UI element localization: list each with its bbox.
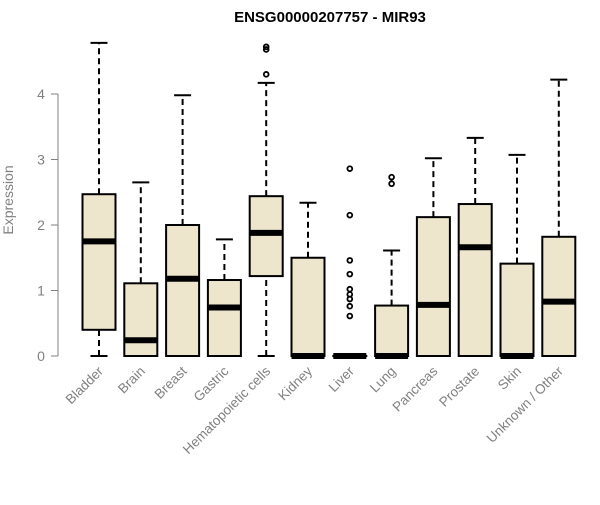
chart-title: ENSG00000207757 - MIR93	[234, 9, 426, 26]
outlier-point	[347, 272, 352, 277]
box-hematopoietic-cells	[250, 44, 283, 356]
box-body	[208, 280, 241, 356]
x-tick-label: Breast	[152, 363, 190, 401]
box-liver	[333, 166, 366, 356]
box-body	[250, 196, 283, 276]
x-tick-label: Skin	[495, 364, 524, 393]
x-tick-label: Lung	[367, 364, 399, 396]
x-tick-label: Pancreas	[390, 363, 441, 414]
y-tick-label-1: 1	[37, 283, 45, 299]
outlier-point	[347, 258, 352, 263]
box-body	[501, 264, 534, 356]
box-body	[417, 217, 450, 356]
outlier-point	[264, 72, 269, 77]
box-breast	[166, 95, 199, 356]
outlier-point	[389, 175, 394, 180]
y-tick-label-2: 2	[37, 217, 45, 233]
box-unknown-other	[542, 80, 575, 356]
box-lung	[375, 175, 408, 356]
outlier-point	[347, 287, 352, 292]
box-body	[83, 194, 116, 330]
box-kidney	[292, 203, 325, 356]
y-tick-label-3: 3	[37, 152, 45, 168]
outlier-point	[347, 292, 352, 297]
box-body	[124, 283, 157, 356]
box-body	[292, 258, 325, 356]
x-tick-label: Unknown / Other	[484, 363, 567, 446]
x-tick-label: Prostate	[436, 364, 482, 410]
box-gastric	[208, 239, 241, 356]
outlier-point	[347, 213, 352, 218]
box-prostate	[459, 138, 492, 356]
y-tick-label-0: 0	[37, 348, 45, 364]
x-tick-label: Brain	[115, 364, 148, 397]
x-tick-label: Gastric	[191, 363, 232, 404]
box-body	[166, 225, 199, 356]
box-body	[375, 306, 408, 356]
box-pancreas	[417, 158, 450, 356]
x-tick-label: Bladder	[63, 363, 107, 407]
x-tick-label: Kidney	[275, 363, 315, 403]
boxes-group	[83, 43, 576, 356]
outlier-point	[347, 304, 352, 309]
y-tick-label-4: 4	[37, 86, 45, 102]
box-brain	[124, 182, 157, 356]
box-bladder	[83, 43, 116, 356]
y-axis-label: Expression	[0, 165, 16, 234]
x-tick-label: Liver	[326, 363, 358, 395]
outlier-point	[389, 181, 394, 186]
outlier-point	[347, 314, 352, 319]
y-axis: 0 1 2 3 4	[37, 86, 58, 364]
outlier-point	[347, 166, 352, 171]
box-body	[459, 204, 492, 356]
box-skin	[501, 155, 534, 356]
box-body	[542, 237, 575, 356]
